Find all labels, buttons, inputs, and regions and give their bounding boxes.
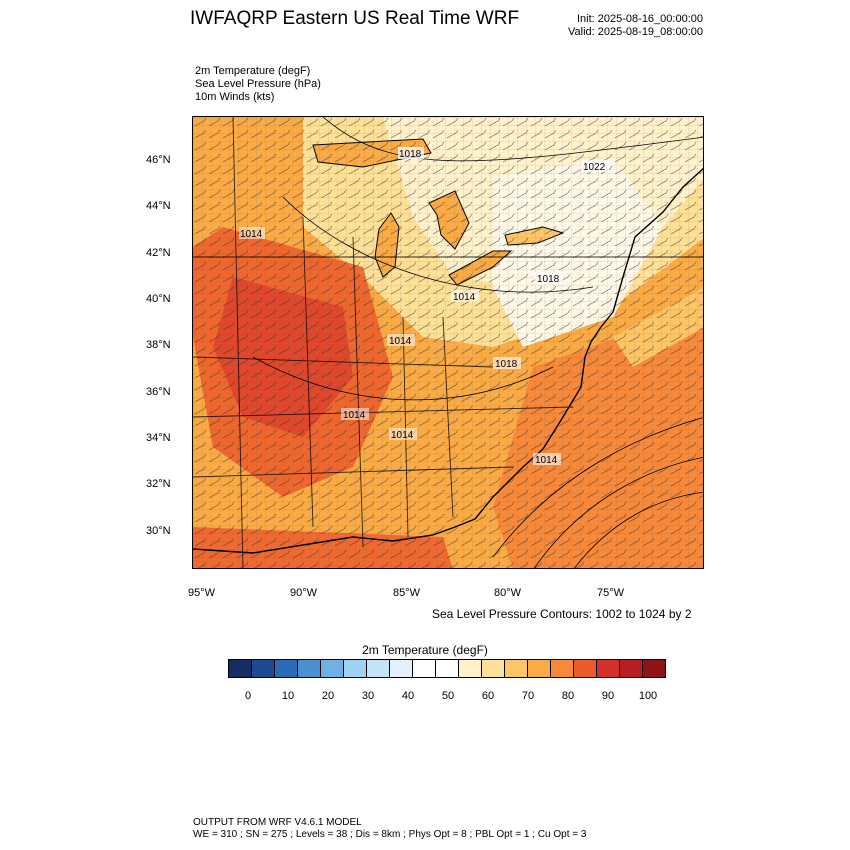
isobar <box>282 196 594 293</box>
colorbar-cell <box>252 660 275 677</box>
valid-time: Valid: 2025-08-19_08:00:00 <box>568 26 703 38</box>
lat-label-42: 42°N <box>146 247 171 259</box>
field-list: 2m Temperature (degF) Sea Level Pressure… <box>195 65 321 104</box>
pressure-label: 1018 <box>493 357 521 370</box>
field-pressure: Sea Level Pressure (hPa) <box>195 78 321 90</box>
lat-label-36: 36°N <box>146 386 171 398</box>
lat-label-44: 44°N <box>146 200 171 212</box>
svg-text:1014: 1014 <box>535 455 558 466</box>
colorbar-cell <box>597 660 620 677</box>
colorbar-tick-label: 0 <box>244 690 252 702</box>
colorbar-cell <box>551 660 574 677</box>
pressure-label: 1022 <box>581 160 609 173</box>
colorbar-cell <box>643 660 665 677</box>
colorbar-tick-label: 30 <box>361 690 375 702</box>
map-canvas: 1018 1022 1014 1018 1014 1014 1018 1014 … <box>193 117 703 568</box>
svg-text:1022: 1022 <box>583 162 606 173</box>
colorbar-cell <box>528 660 551 677</box>
colorbar <box>228 659 666 678</box>
pressure-label: 1014 <box>341 408 369 421</box>
colorbar-tick-label: 90 <box>601 690 615 702</box>
pressure-label: 1018 <box>398 147 424 160</box>
footer-config-line: WE = 310 ; SN = 275 ; Levels = 38 ; Dis … <box>193 829 587 840</box>
isobar <box>574 491 703 568</box>
svg-text:1014: 1014 <box>343 410 366 421</box>
svg-text:1014: 1014 <box>391 430 414 441</box>
isobar <box>322 117 703 162</box>
colorbar-cell <box>436 660 459 677</box>
colorbar-cell <box>298 660 321 677</box>
footer-model-line: OUTPUT FROM WRF V4.6.1 MODEL <box>193 817 362 828</box>
colorbar-title: 2m Temperature (degF) <box>362 643 488 657</box>
state-boundaries <box>193 117 703 568</box>
colorbar-cell <box>367 660 390 677</box>
lat-label-32: 32°N <box>146 478 171 490</box>
wind-barbs <box>193 117 703 568</box>
lon-label-75: 75°W <box>597 587 625 599</box>
colorbar-cell <box>413 660 436 677</box>
colorbar-tick-label: 60 <box>481 690 495 702</box>
colorbar-cell <box>275 660 298 677</box>
lat-label-30: 30°N <box>146 525 171 537</box>
colorbar-tick-label: 80 <box>561 690 575 702</box>
lon-label-85: 85°W <box>393 587 421 599</box>
pressure-label: 1014 <box>387 334 415 347</box>
colorbar-tick-label: 10 <box>281 690 295 702</box>
svg-text:1014: 1014 <box>240 229 263 240</box>
colorbar-cell <box>229 660 252 677</box>
isobar <box>492 417 703 558</box>
field-winds: 10m Winds (kts) <box>195 91 275 103</box>
colorbar-tick-label: 100 <box>638 690 658 702</box>
contour-note: Sea Level Pressure Contours: 1002 to 102… <box>432 607 692 621</box>
pressure-label: 1014 <box>451 290 479 303</box>
main-title: IWFAQRP Eastern US Real Time WRF <box>190 8 520 29</box>
lon-label-90: 90°W <box>290 587 318 599</box>
svg-text:1018: 1018 <box>399 149 422 160</box>
svg-text:1014: 1014 <box>389 336 412 347</box>
svg-text:1018: 1018 <box>537 274 560 285</box>
colorbar-tick-label: 50 <box>441 690 455 702</box>
colorbar-tick-label: 20 <box>321 690 335 702</box>
colorbar-cell <box>459 660 482 677</box>
svg-text:1014: 1014 <box>453 292 476 303</box>
colorbar-cell <box>321 660 344 677</box>
lat-label-38: 38°N <box>146 339 171 351</box>
weather-map: 1018 1022 1014 1018 1014 1014 1018 1014 … <box>192 116 704 569</box>
lat-label-40: 40°N <box>146 293 171 305</box>
lat-label-34: 34°N <box>146 432 171 444</box>
colorbar-cell <box>505 660 528 677</box>
isobar <box>533 457 703 568</box>
init-time: Init: 2025-08-16_00:00:00 <box>577 13 703 25</box>
field-temperature: 2m Temperature (degF) <box>195 65 311 77</box>
colorbar-cell <box>574 660 597 677</box>
lon-label-80: 80°W <box>494 587 522 599</box>
isobar <box>252 356 554 401</box>
pressure-label: 1014 <box>239 227 265 240</box>
colorbar-cell <box>482 660 505 677</box>
init-valid-times: Init: 2025-08-16_00:00:00 Valid: 2025-08… <box>520 13 703 39</box>
colorbar-tick-label: 70 <box>521 690 535 702</box>
pressure-label: 1018 <box>535 272 563 285</box>
pressure-label: 1014 <box>533 453 561 466</box>
svg-text:1018: 1018 <box>495 359 518 370</box>
colorbar-cell <box>390 660 413 677</box>
colorbar-cell <box>344 660 367 677</box>
lat-label-46: 46°N <box>146 154 171 166</box>
colorbar-tick-label: 40 <box>401 690 415 702</box>
lon-label-95: 95°W <box>188 587 216 599</box>
pressure-label: 1014 <box>389 428 417 441</box>
model-footer: OUTPUT FROM WRF V4.6.1 MODEL WE = 310 ; … <box>193 817 586 841</box>
colorbar-cell <box>620 660 643 677</box>
